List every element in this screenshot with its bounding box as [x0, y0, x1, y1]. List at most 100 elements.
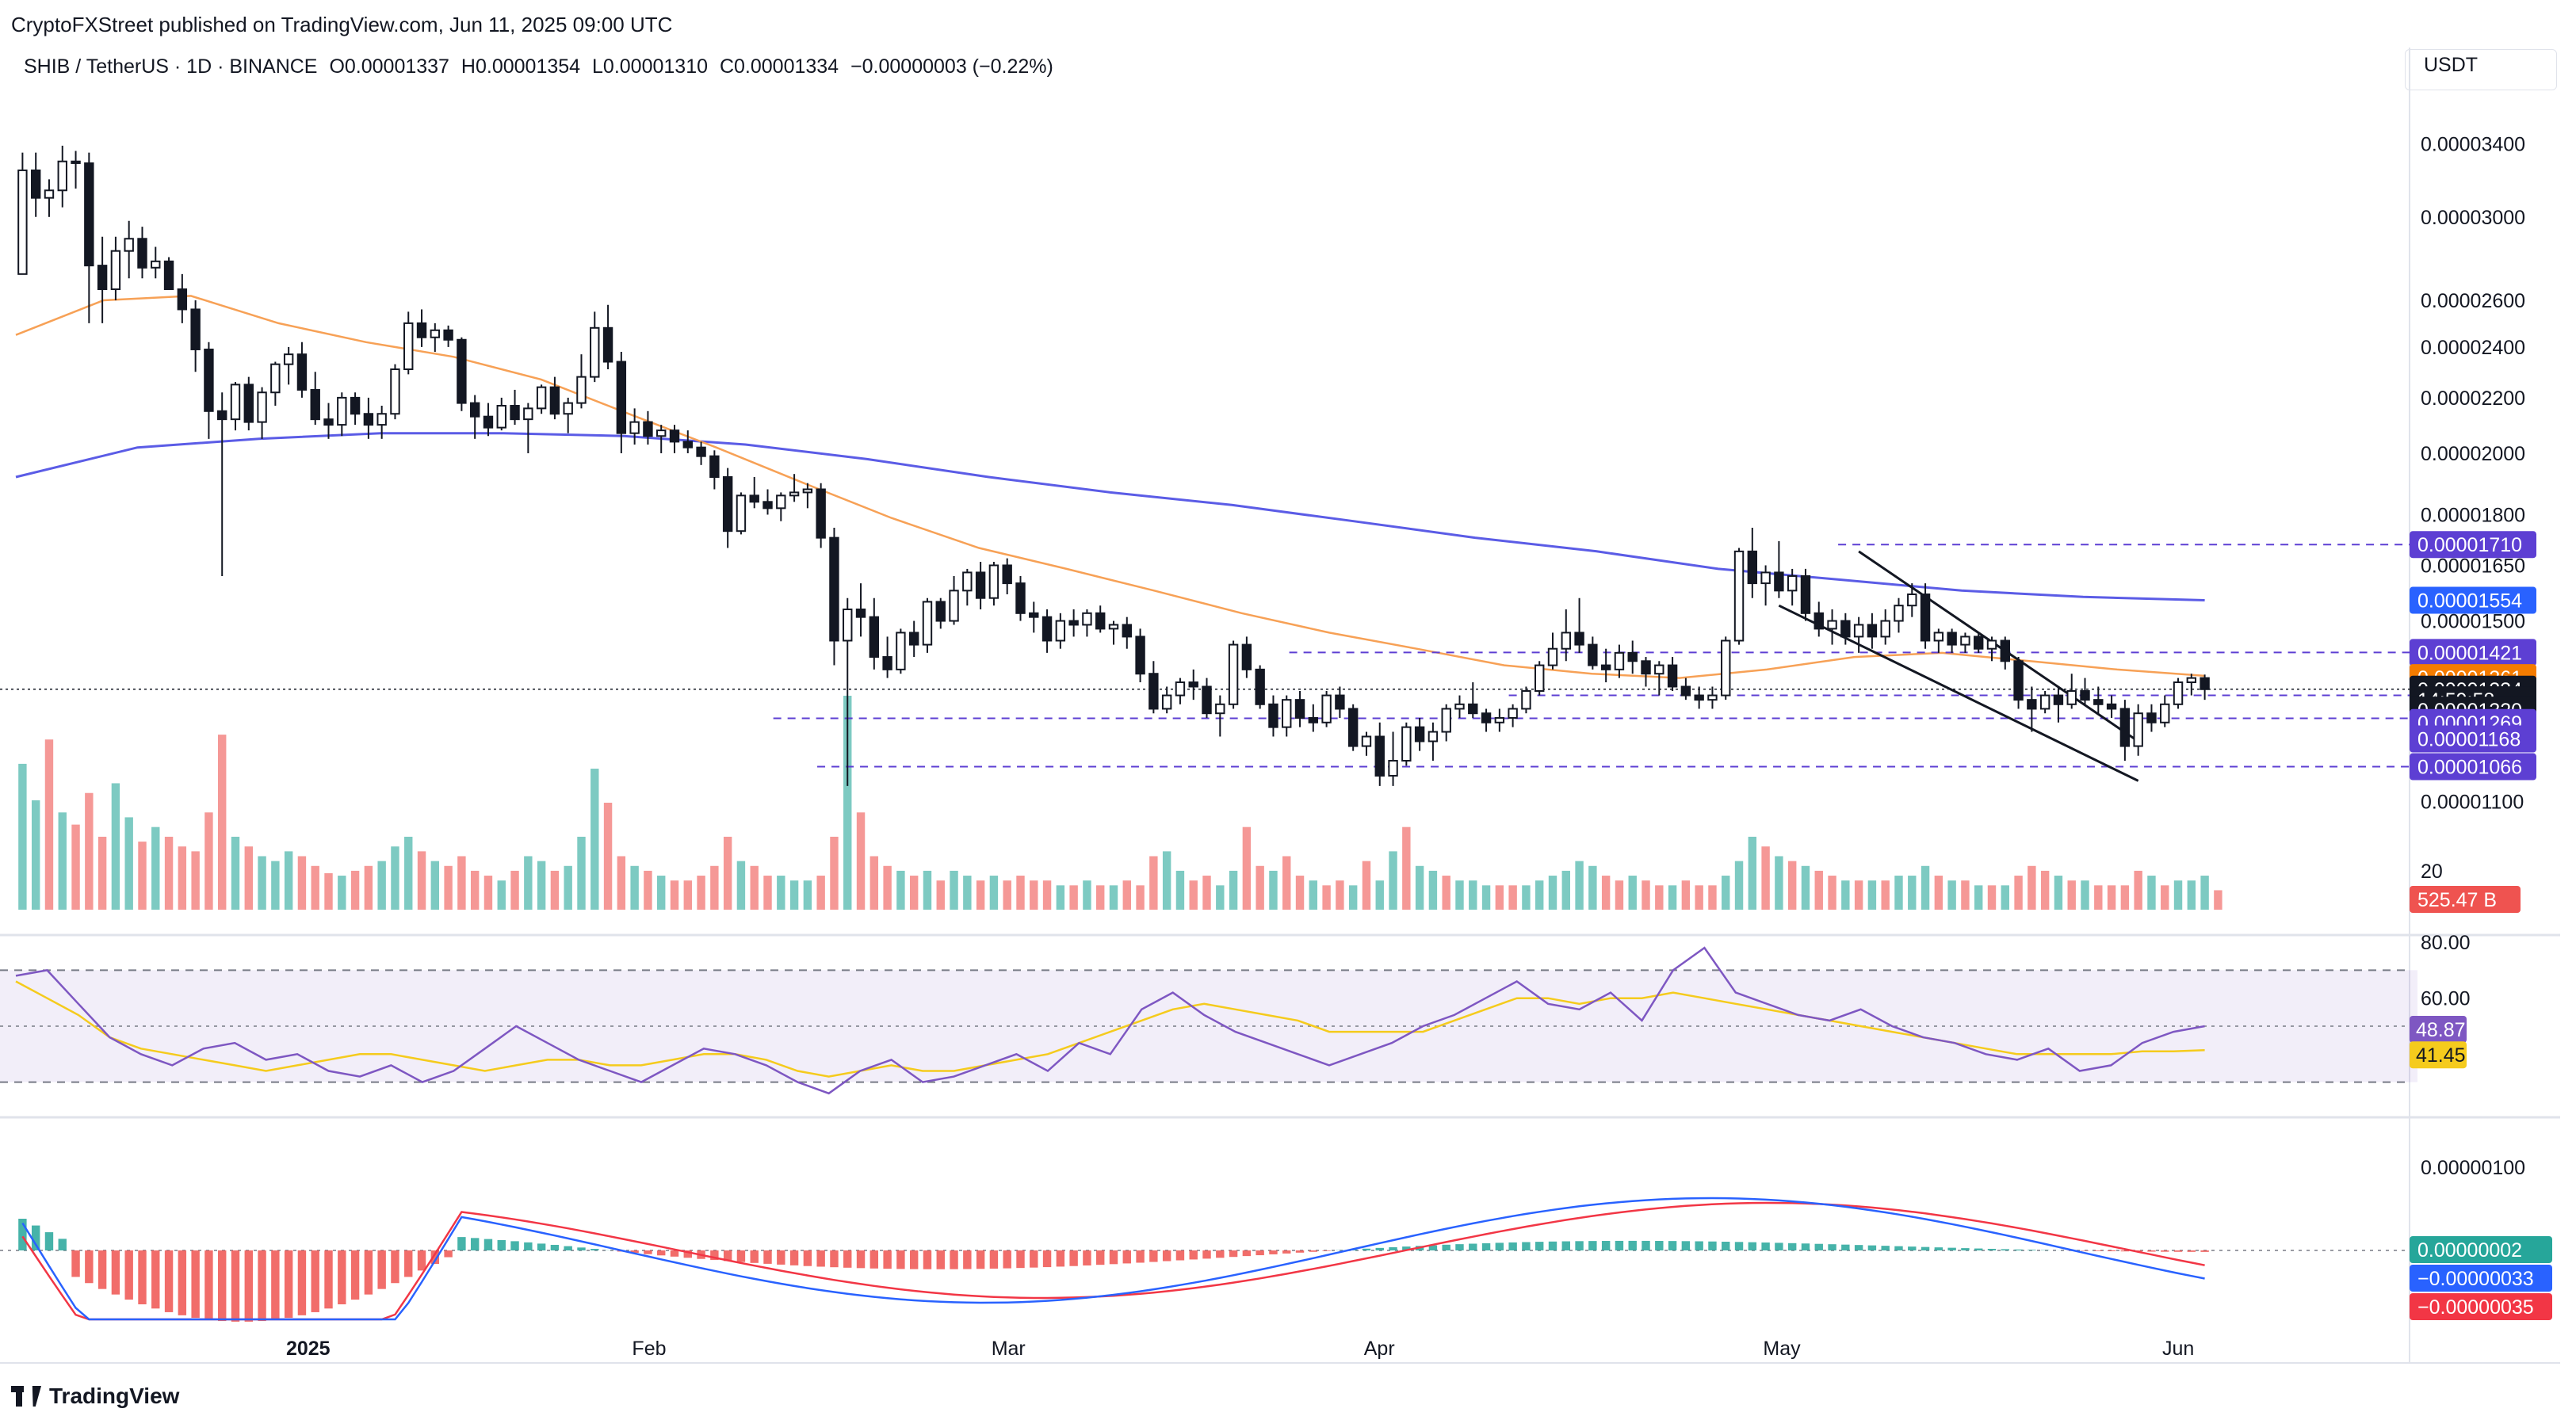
candle-down	[1814, 612, 1824, 630]
volume-bar	[1548, 876, 1557, 910]
macd-histogram-bar	[670, 1250, 679, 1257]
candle-down	[243, 384, 254, 423]
candle-down	[443, 329, 453, 341]
candle-up	[789, 491, 800, 497]
volume-bar	[1561, 870, 1570, 910]
macd-histogram-bar	[85, 1250, 94, 1284]
candle-down	[762, 501, 773, 510]
macd-histogram-bar	[1921, 1246, 1930, 1250]
candle-down	[97, 265, 108, 291]
volume-bar	[736, 861, 746, 910]
candle-up	[1215, 703, 1225, 715]
macd-value-label: −0.00000033	[2417, 1268, 2534, 1290]
volume-bar	[1722, 876, 1730, 910]
candle-up	[736, 494, 747, 532]
macd-histogram-bar	[350, 1250, 360, 1300]
macd-histogram-bar	[1695, 1241, 1703, 1250]
macd-hist-label: 0.00000002	[2417, 1239, 2522, 1262]
candle-up	[496, 404, 506, 429]
macd-histogram-bar	[1575, 1241, 1584, 1250]
volume-bar	[1269, 870, 1278, 910]
candle-up	[390, 368, 400, 415]
volume-bar	[936, 880, 945, 910]
candle-up	[1441, 708, 1451, 733]
macd-histogram-bar	[1282, 1250, 1291, 1254]
volume-bar	[191, 851, 200, 910]
candle-up	[1986, 639, 1997, 650]
change-value: −0.00000003 (−0.22%)	[850, 55, 1053, 78]
price-tick-label: 0.00002400	[2421, 337, 2525, 359]
candle-down	[2119, 708, 2131, 747]
candle-up	[1508, 708, 1518, 719]
candle-up	[536, 386, 547, 410]
candle-up	[776, 494, 786, 510]
macd-histogram-bar	[2173, 1250, 2183, 1252]
candle-down	[1068, 620, 1079, 626]
volume-bar	[1083, 880, 1091, 910]
macd-histogram-bar	[963, 1250, 972, 1269]
volume-bars	[18, 696, 2222, 910]
candle-down	[1641, 660, 1651, 675]
volume-bar	[58, 812, 67, 910]
volume-bar	[856, 812, 866, 910]
candle-up	[230, 384, 241, 421]
macd-histogram-bar	[1642, 1240, 1650, 1250]
volume-bar	[2173, 880, 2183, 910]
volume-bar	[2200, 876, 2209, 910]
volume-bar	[1588, 865, 1597, 910]
rsi-ma-tag	[2410, 1041, 2467, 1069]
price-tag-label: 0.00001421	[2417, 642, 2522, 664]
macd-histogram-bar	[1375, 1247, 1384, 1250]
macd-signal-tag	[2410, 1293, 2552, 1320]
volume-bar	[2067, 880, 2076, 910]
volume-bar	[923, 870, 932, 910]
candle-down	[204, 348, 214, 412]
candle-up	[1614, 651, 1625, 670]
volume-bar	[1987, 885, 1997, 910]
price-tag	[2410, 639, 2536, 666]
macd-histogram-bar	[1841, 1244, 1850, 1250]
macd-histogram-bar	[537, 1243, 546, 1250]
candle-up	[110, 250, 121, 291]
volume-bar	[124, 817, 133, 910]
volume-bar	[1229, 870, 1238, 910]
volume-bar	[1841, 880, 1850, 910]
tradingview-logo[interactable]: TradingView	[11, 1384, 179, 1409]
volume-bar	[2107, 885, 2116, 910]
candle-down	[1481, 712, 1492, 723]
macd-histogram-bar	[1216, 1250, 1225, 1258]
candle-down	[1002, 564, 1012, 585]
time-tick-label: Apr	[1364, 1338, 1395, 1360]
candle-down	[616, 361, 627, 434]
macd-histogram-bar	[1428, 1245, 1438, 1250]
macd-histogram-bar	[417, 1250, 426, 1271]
tradingview-mark-icon	[11, 1386, 43, 1407]
macd-histogram-bar	[577, 1247, 586, 1250]
macd-histogram-bar	[404, 1250, 413, 1277]
volume-bar	[1003, 880, 1011, 910]
volume-bar	[1708, 885, 1717, 910]
macd-histogram-bar	[284, 1250, 293, 1319]
time-tick-label: May	[1763, 1338, 1801, 1360]
volume-bar	[430, 861, 440, 910]
macd-histogram-bar	[896, 1250, 905, 1269]
volume-bar	[564, 865, 572, 910]
candle-down	[1800, 574, 1811, 614]
volume-bar	[1508, 885, 1517, 910]
candle-up	[1907, 594, 1917, 607]
volume-bar	[816, 876, 825, 910]
macd-histogram-bar	[258, 1250, 266, 1322]
price-tick-label: 20	[2421, 861, 2443, 883]
symbol-label[interactable]: SHIB / TetherUS · 1D · BINANCE	[24, 55, 318, 78]
macd-histogram-bar	[1042, 1250, 1052, 1268]
volume-bar	[1947, 880, 1956, 910]
candle-down	[137, 238, 147, 269]
candle-down	[2000, 639, 2010, 662]
candle-down	[1667, 664, 1678, 688]
currency-button[interactable]	[2405, 49, 2557, 90]
volume-bar	[1668, 885, 1677, 910]
candle-down	[696, 446, 706, 457]
candle-up	[1175, 681, 1186, 697]
candle-up	[430, 329, 441, 338]
